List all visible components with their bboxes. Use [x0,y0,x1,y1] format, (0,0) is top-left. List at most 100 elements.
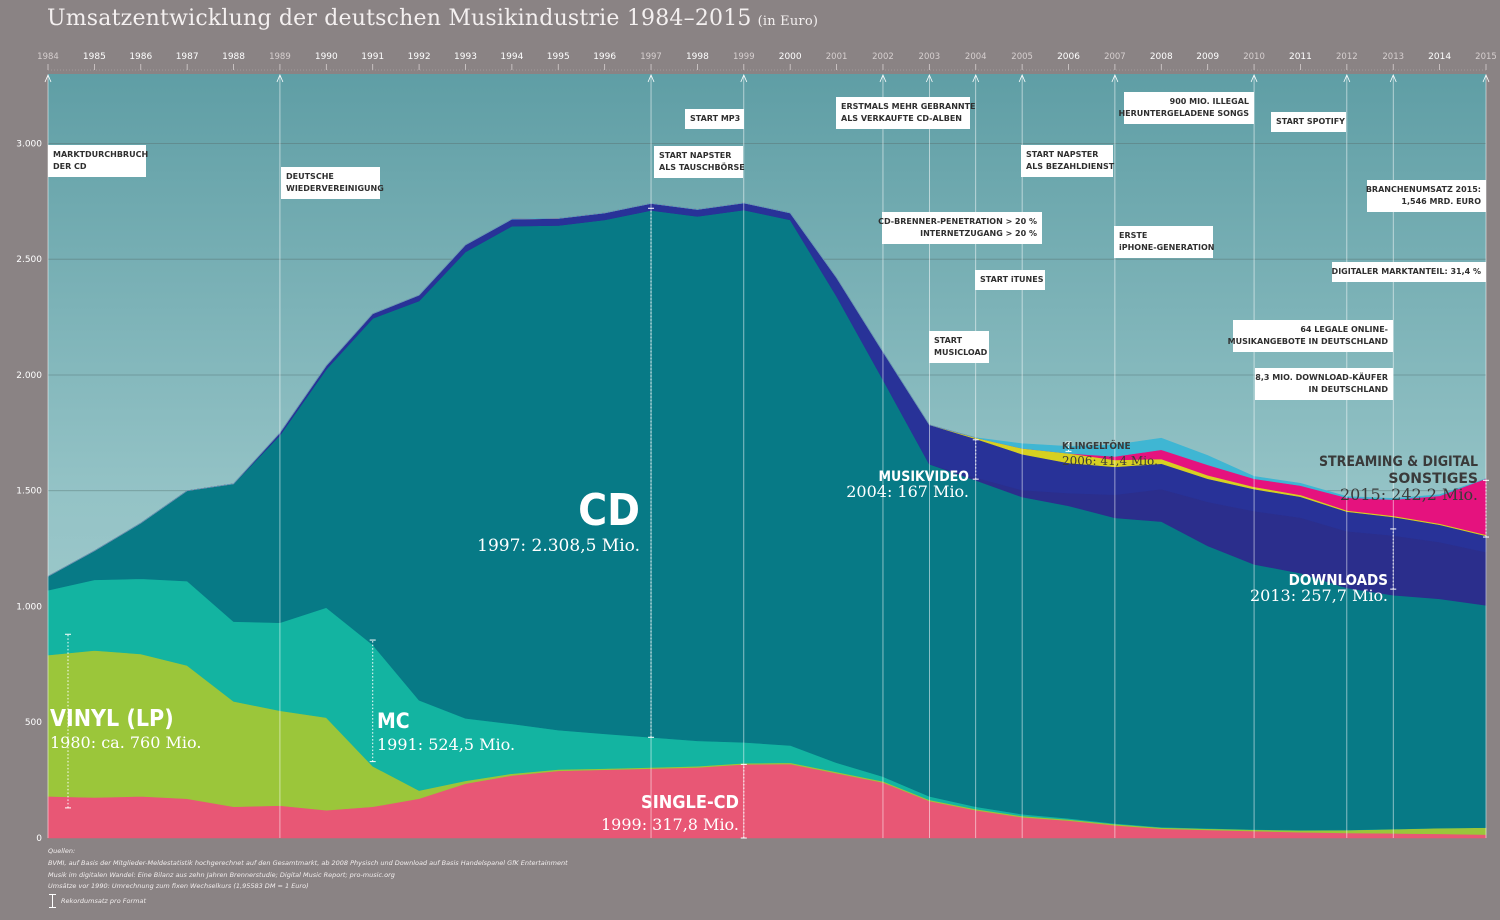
series-label-name: MUSIKVIDEO [879,469,970,485]
callout-text: INTERNETZUGANG > 20 % [920,229,1037,238]
series-label-value: 2006: 41,4 Mio. [1062,454,1158,468]
series-label-value: 2013: 257,7 Mio. [1250,586,1388,605]
x-tick-label: 1986 [129,52,152,62]
x-tick-label: 1996 [593,52,616,62]
x-tick-label: 2009 [1196,52,1219,62]
guide-arrow-icon [1389,73,1397,83]
x-tick-label: 1994 [500,52,523,62]
callout-box [1233,320,1393,352]
callout-text: MARKTDURCHBRUCH [53,150,148,159]
guide-arrow-icon [879,73,887,83]
series-label-value: 1991: 524,5 Mio. [377,735,515,754]
y-tick-label: 1.500 [16,487,42,497]
annotation-callout: START SPOTIFY [1271,112,1346,132]
callout-text: MUSICLOAD [934,348,988,357]
callout-text: ERSTMALS MEHR GEBRANNTE [841,102,976,111]
series-label-name: KLINGELTÖNE [1062,438,1131,452]
x-tick-label: 2008 [1150,52,1173,62]
annotation-callout: 8,3 MIO. DOWNLOAD-KÄUFER IN DEUTSCHLAND [1255,368,1393,400]
guide-arrow-icon [1018,73,1026,83]
chart-title: Umsatzentwicklung der deutschen Musikind… [47,6,818,31]
x-tick-label: 1995 [547,52,570,62]
callout-text: BRANCHENUMSATZ 2015: [1366,185,1481,194]
callout-text: START NAPSTER [659,151,731,160]
series-label-value: 1999: 317,8 Mio. [601,815,739,834]
series-label-name: SONSTIGES [1388,471,1478,487]
annotation-callout: DEUTSCHE WIEDERVEREINIGUNG [281,167,384,199]
annotation-callout: DIGITALER MARKTANTEIL: 31,4 % [1332,262,1486,282]
callout-box [1332,262,1486,282]
callout-text: START SPOTIFY [1276,117,1345,126]
x-tick-label: 2014 [1428,52,1451,62]
series-label-name: STREAMING & DIGITAL [1319,454,1478,470]
sources-block: Quellen: BVMI, auf Basis der Mitglieder-… [48,846,568,893]
source-line: Quellen: [48,847,76,855]
guide-arrow-icon [740,73,748,83]
series-label-value: 2004: 167 Mio. [846,482,969,501]
callout-box [975,270,1045,290]
guide-arrow-icon [44,73,52,83]
x-tick-label: 1989 [269,52,291,62]
x-tick-label: 2000 [779,52,802,62]
callout-text: DEUTSCHE [286,172,334,181]
series-label-value: 1980: ca. 760 Mio. [50,733,201,752]
callout-text: IN DEUTSCHLAND [1309,385,1389,394]
guide-arrow-icon [1482,73,1490,83]
x-tick-label: 2002 [872,52,894,62]
callout-box [1271,112,1346,132]
callout-text: iPHONE-GENERATION [1119,243,1214,252]
x-tick-label: 2006 [1057,52,1080,62]
source-line: BVMI, auf Basis der Mitglieder-Meldestat… [48,858,568,867]
callout-box [48,145,146,177]
record-legend-label: Rekordumsatz pro Format [61,897,146,905]
x-tick-label: 2012 [1336,52,1358,62]
callout-text: 8,3 MIO. DOWNLOAD-KÄUFER [1255,372,1388,382]
guide-arrow-icon [276,73,284,83]
callout-text: DIGITALER MARKTANTEIL: 31,4 % [1332,267,1481,276]
callout-text: ALS BEZAHLDIENST [1026,162,1115,171]
annotation-callout: ERSTMALS MEHR GEBRANNTE ALS VERKAUFTE CD-… [836,97,976,129]
callout-box [1114,226,1213,258]
series-label: VINYL (LP)1980: ca. 760 Mio. [50,706,201,752]
callout-text: START MP3 [690,114,740,123]
x-tick-label: 2010 [1243,52,1265,62]
x-tick-label: 1987 [176,52,199,62]
callout-text: WIEDERVEREINIGUNG [286,184,384,193]
callout-text: CD-BRENNER-PENETRATION > 20 % [878,217,1037,226]
annotation-callout: START MUSICLOAD [929,331,989,363]
x-tick-label: 1993 [454,52,477,62]
callout-text: 900 MIO. ILLEGAL [1170,97,1249,106]
series-label-name: DOWNLOADS [1289,571,1388,589]
x-tick-label: 2001 [826,52,848,62]
x-tick-label: 2003 [919,52,941,62]
record-legend: Rekordumsatz pro Format [48,894,146,908]
series-label: KLINGELTÖNE 2006: 41,4 Mio. [1062,438,1158,468]
x-tick-label: 1997 [640,52,662,62]
guide-arrow-icon [1111,73,1119,83]
guide-arrow-icon [972,73,980,83]
record-marker-icon [49,894,56,908]
y-tick-label: 500 [25,718,42,728]
annotation-callout: 900 MIO. ILLEGAL HERUNTERGELADENE SONGS [1118,92,1254,124]
callout-text: START iTUNES [980,275,1044,284]
source-line: Umsätze vor 1990: Umrechnung zum fixen W… [48,882,309,891]
y-tick-label: 0 [36,834,42,844]
x-tick-label: 1984 [37,52,59,62]
series-label-name: SINGLE-CD [641,792,739,813]
series-label: MC 1991: 524,5 Mio. [377,709,515,754]
y-tick-label: 3.000 [16,139,42,149]
callout-text: ALS TAUSCHBÖRSE [659,162,745,172]
y-tick-label: 2.500 [16,255,42,265]
guide-arrow-icon [647,73,655,83]
source-line: Musik im digitalen Wandel: Eine Bilanz a… [48,870,395,879]
x-tick-label: 1991 [361,52,384,62]
x-tick-label: 2007 [1104,52,1126,62]
annotation-callout: CD-BRENNER-PENETRATION > 20 % INTERNETZUG… [878,212,1042,244]
series-label: SINGLE-CD 1999: 317,8 Mio. [601,792,739,834]
title-unit: (in Euro) [757,14,819,29]
x-tick-label: 1999 [733,52,755,62]
